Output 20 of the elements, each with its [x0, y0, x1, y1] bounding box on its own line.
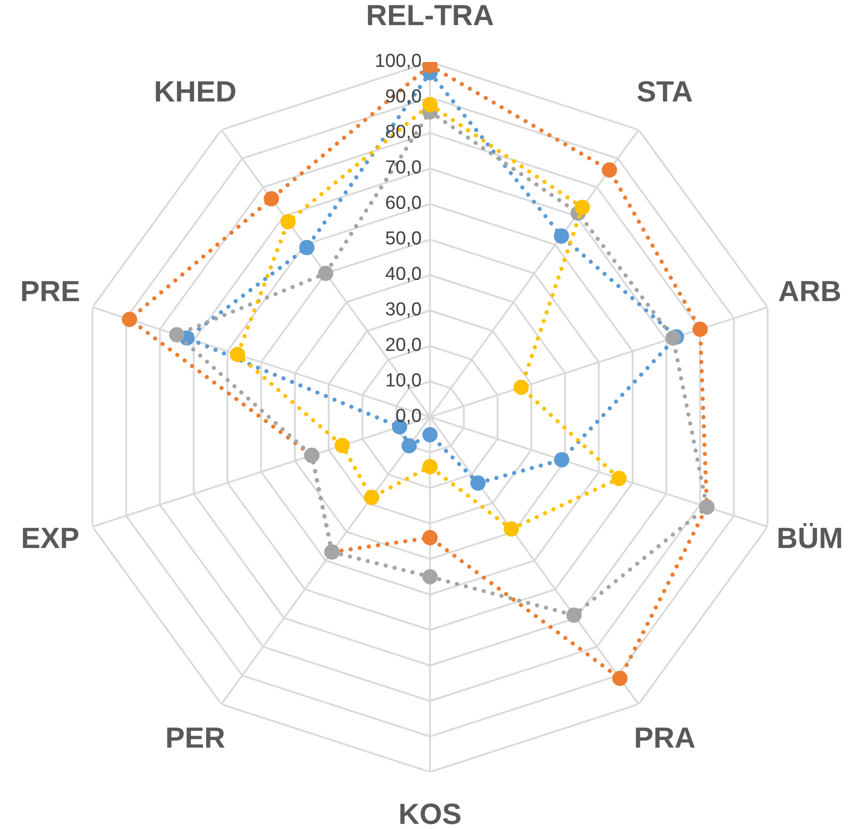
y-tick-label: 90,0	[386, 89, 421, 105]
y-tick-label: 40,0	[386, 266, 421, 282]
spoke-label: EXP	[22, 528, 78, 548]
spoke-label: KOS	[400, 804, 460, 824]
y-tick-label: 20,0	[386, 338, 421, 354]
y-tick-label: 60,0	[386, 196, 421, 212]
spoke-label: KHED	[156, 81, 236, 102]
y-tick-label: 30,0	[386, 302, 421, 318]
y-tick-label: 0,0	[396, 408, 421, 424]
spoke-label: BÜM	[778, 523, 842, 548]
spoke-label: STA	[637, 81, 692, 102]
spoke-label: PER	[167, 728, 225, 748]
y-tick-label: 70,0	[386, 160, 421, 176]
y-tick-label: 50,0	[386, 231, 421, 247]
spoke-label: REL-TRA	[368, 5, 494, 26]
spoke-label: PRA	[636, 728, 695, 748]
spoke-label: ARB	[778, 281, 840, 302]
y-tick-label: 100,0	[376, 54, 421, 70]
y-tick-label: 10,0	[386, 373, 421, 389]
spoke-label: PRE	[22, 281, 80, 302]
